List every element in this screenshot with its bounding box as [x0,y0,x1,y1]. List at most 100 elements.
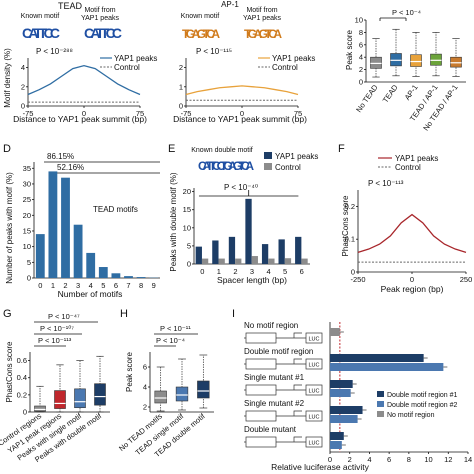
panel-i-xtick-label: 12 [444,455,452,464]
panel-a-motif-logo-yap1: CATTCC [84,25,122,41]
panel-h-box [197,380,210,399]
panel-a-ytick-label: 4 [21,63,25,72]
panel-c-box [410,54,422,67]
panel-d-xtick-label: 0 [38,281,42,290]
panel-g: G PhastCons score P < 10⁻⁴⁷ P < 10⁻¹⁰⁷ P… [0,308,110,464]
panel-c-box [430,53,442,66]
panel-g-pvalue-2: P < 10⁻¹⁰⁷ [40,324,74,333]
panel-i-promoter-arrow [293,332,302,338]
panel-g-ytick-label: 0.6 [17,356,27,365]
panel-d-ytick-label: 25 [23,195,31,204]
panel-e-bar-control [268,258,275,264]
panel-a-series-yap1 [27,65,141,96]
panel-i-luc-label: LUC [308,363,319,369]
panel-a-plot: 024-75 0 75 [21,58,144,118]
panel-b-series-yap1 [185,85,299,96]
panel-c-box [390,53,402,67]
panel-a-xtick-label: 0 [82,109,86,118]
panel-i-legend-swatch-3 [377,411,384,417]
panel-c-ytick-label: 0 [359,78,363,87]
panel-d-xtick-label: 8 [139,281,143,290]
panel-e-bar-control [218,258,225,264]
panel-i-legend-1: Double motif region #1 [387,392,458,399]
panel-d-bar [136,277,146,278]
panel-e-bar-yap1 [295,236,302,264]
panel-e-bar-control [201,258,209,264]
panel-e-ytick-label: 15 [183,205,191,214]
panel-d-letter: D [3,143,11,155]
panel-g-ytick-label: 0.2 [17,390,27,399]
panel-g-ylabel: PhastCons score [5,341,14,402]
panel-c-category-label: No TEAD [354,83,380,114]
panel-b-ytick-label: 2 [179,63,183,72]
panel-b-yap1-motif-label: Motif from [246,7,277,14]
panel-i-xtick-label: 8 [407,455,411,464]
panel-a-known-motif-label: Known motif [21,13,60,20]
panel-e-motif-logo: CATTCC TGAGTCA [198,159,254,173]
panel-i-row-label: Single mutant #2 [244,399,305,408]
panel-i-luc-label: LUC [308,441,319,447]
panel-f-series-yap1 [357,213,467,253]
panel-e-xtick-label: 6 [300,267,304,276]
panel-a-pvalue: P < 10⁻²⁸⁸ [36,47,73,56]
panel-e-bar-control [251,256,258,264]
panel-e-bar-yap1 [278,239,285,264]
panel-a-xtick-label: -75 [23,109,34,118]
panel-d-xtick-label: 2 [63,281,67,290]
panel-e-xtick-label: 1 [217,267,221,276]
panel-a-ytick-label: 0 [21,102,25,111]
panel-i-bar-double-motif-2 [330,363,444,371]
panel-c-ytick-label: 4 [359,53,363,62]
panel-c-ytick-label: 6 [359,40,363,49]
panel-a-xtick-label: 75 [136,109,144,118]
panel-e-bar-control [284,258,292,264]
panel-a-legend-yap1: YAP1 peaks [114,54,157,63]
panel-e-bar-yap1 [228,236,236,264]
panel-b-title: AP-1 [221,0,239,9]
panel-e-legend-yap1: YAP1 peaks [275,152,318,161]
panel-d-ytick-label: 10 [23,242,31,251]
panel-a-yap1-motif-label: Motif from [84,7,115,14]
panel-d-pct1: 86.15% [47,152,74,161]
panel-a-legend-control: Control [114,63,140,72]
panel-e-known-label: Known double motif [191,147,253,154]
panel-b-plot: 012-75 0 75 [179,58,302,118]
panel-i-legend-3: No motif region [387,412,435,419]
panel-d-xtick-label: 3 [76,281,80,290]
panel-c-ylabel: Peak score [345,29,354,70]
panel-i-promoter-arrow [293,384,302,390]
panel-i-promoter-arrow [293,436,302,442]
panel-i-construct-region [245,436,277,448]
panel-i-promoter-arrow [293,410,302,416]
panel-b-xtick-label: 75 [294,109,302,118]
panel-d: D Number of peaks with motif (%) Number … [3,143,160,299]
panel-e-xlabel: Spacer length (bp) [217,275,287,285]
panel-b-pvalue: P < 10⁻¹¹⁵ [196,47,232,56]
panel-f-ytick-label: 0.1 [345,235,355,244]
panel-d-xtick-label: 5 [101,281,105,290]
panel-h-ytick-label: 6 [143,363,147,372]
panel-e-legend-control: Control [275,163,301,172]
panel-i-legend-swatch-1 [377,391,384,397]
panel-i-xtick-label: 14 [464,455,472,464]
panel-e-xtick-label: 3 [250,267,254,276]
panel-i-xtick-label: 4 [367,455,371,464]
panel-h-pvalue-1: P < 10⁻¹¹ [160,324,191,333]
panel-a-title: TEAD [58,1,83,11]
panel-h-box [154,390,167,404]
panel-f-ytick-label: 0.2 [345,202,355,211]
panel-d-ytick-label: 0 [27,274,31,283]
panel-b-legend-yap1: YAP1 peaks [272,54,315,63]
panel-i-xtick-label: 6 [387,455,391,464]
panel-h-ytick-label: 4 [143,383,147,392]
panel-e-xtick-label: 0 [200,267,204,276]
panel-f-xtick-label: -250 [350,275,365,284]
panel-b-ytick-label: 1 [179,82,183,91]
panel-d-ytick-label: 35 [23,164,31,173]
panel-i-luc-box [305,410,323,422]
panel-c-box [370,56,382,69]
panel-i-luc-box [305,384,323,396]
